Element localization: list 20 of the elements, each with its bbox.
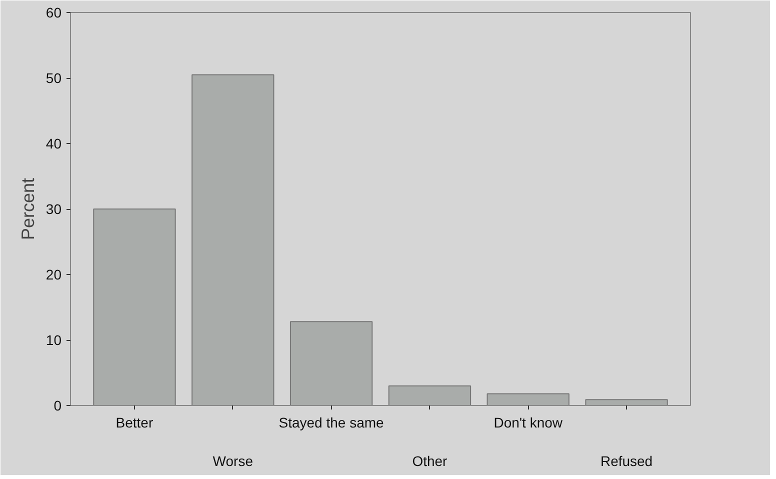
y-tick-label: 60: [46, 4, 62, 20]
bar: [388, 385, 472, 406]
bar: [93, 208, 176, 406]
y-tick-label: 30: [46, 201, 62, 217]
bar: [290, 321, 373, 406]
x-tick-label: Worse: [212, 452, 254, 469]
bar: [585, 399, 668, 406]
y-tick-label: 10: [46, 332, 62, 348]
x-tick-label: Better: [116, 414, 154, 430]
y-axis-title: Percent: [18, 178, 38, 240]
x-tick-label: Stayed the same: [278, 414, 384, 430]
x-tick-label: Other: [412, 452, 448, 469]
bar: [486, 393, 570, 406]
y-tick-label: 40: [46, 136, 62, 152]
x-tick-label: Don't know: [494, 414, 564, 430]
bar: [192, 74, 274, 406]
x-tick-label: Refused: [600, 452, 653, 469]
y-tick-label: 50: [46, 70, 62, 86]
y-tick-label: 0: [54, 398, 62, 414]
y-tick-label: 20: [46, 266, 62, 282]
